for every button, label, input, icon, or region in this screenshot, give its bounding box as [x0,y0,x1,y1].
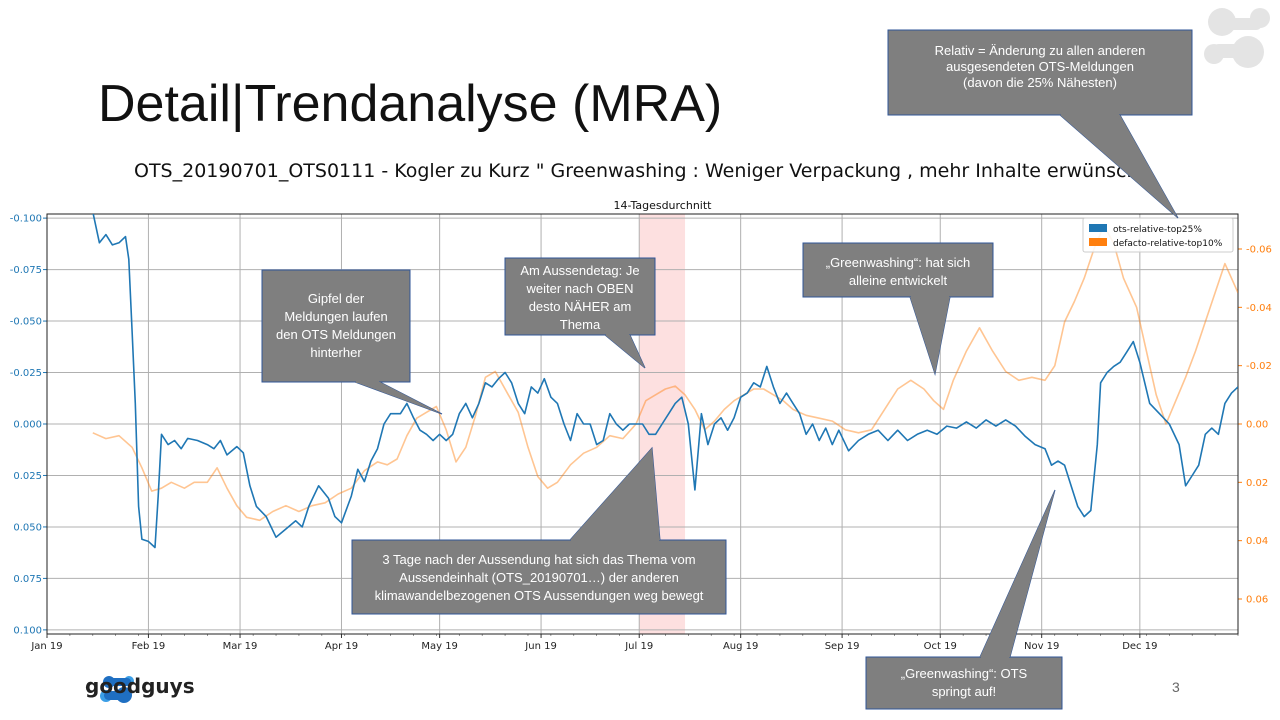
callout-line: hinterher [310,345,362,360]
callout-box [351,539,727,615]
callout-box [261,269,411,383]
callout-line: desto NÄHER am [529,299,632,314]
chart-title: OTS_20190701_OTS0111 - Kogler zu Kurz " … [0,158,1135,188]
callout-line: klimawandelbezogenen OTS Aussendungen we… [375,588,704,603]
x-tick-label: Nov 19 [1024,641,1059,652]
x-tick-label: May 19 [421,641,458,652]
page-number: 3 [1172,679,1180,695]
y-left-tick-label: -0.100 [10,214,42,225]
callout-tail-fill [980,490,1055,657]
y-right-tick-label: -0.04 [1246,303,1272,314]
y-left-tick-label: 0.075 [13,574,42,585]
callout-tail-fill [605,335,645,368]
y-left-tick-label: 0.050 [13,522,42,533]
legend-swatch [1089,238,1107,246]
callout-drei_tage: 3 Tage nach der Aussendung hat sich das … [351,446,727,615]
x-tick-label: Jan 19 [30,641,62,652]
callout-greenwashing_ots: „Greenwashing“: OTS springt auf! [865,489,1063,710]
callout-line: alleine entwickelt [849,273,948,288]
callout-box [802,242,994,298]
goodguys-logo-icon [100,676,134,703]
chart-title-text: OTS_20190701_OTS0111 - Kogler zu Kurz " … [134,160,1135,182]
x-tick-label: Sep 19 [825,641,860,652]
x-tick-label: Jul 19 [624,641,653,652]
callout-box [865,656,1063,710]
callout-line: ausgesendeten OTS-Meldungen [946,59,1134,74]
callout-tail-fill [570,448,660,540]
callout-line: Thema [560,317,601,332]
x-tick-label: Oct 19 [924,641,957,652]
callout-relativ: Relativ = Änderung zu allen anderenausge… [887,29,1193,219]
slide-title: Detail|Trendanalyse (MRA) [98,75,723,133]
y-right-tick-label: 0.04 [1246,536,1268,547]
callout-box [504,257,656,336]
y-left-tick-label: 0.000 [13,420,42,431]
callout-box [887,29,1193,116]
callout-line: „Greenwashing“: hat sich [826,255,971,270]
callout-line: den OTS Meldungen [276,327,396,342]
droplet-logo-icon [1204,8,1270,68]
y-left-tick-label: 0.100 [13,625,42,636]
callout-line: Am Aussendetag: Je [520,263,639,278]
y-left-tick-label: 0.025 [13,471,42,482]
callout-tail-fill [910,297,950,374]
x-tick-label: Apr 19 [325,641,358,652]
y-right-tick-label: 0.00 [1246,420,1268,431]
y-right-tick-label: -0.02 [1246,361,1272,372]
callout-line: Gipfel der [308,291,365,306]
callout-line: (davon die 25% Nähesten) [963,75,1117,90]
y-left-tick-label: -0.050 [10,317,42,328]
callout-line: Meldungen laufen [284,309,387,324]
legend: ots-relative-top25% defacto-relative-top1… [1082,217,1234,253]
y-left-tick-label: -0.025 [10,368,42,379]
x-tick-label: Aug 19 [723,641,758,652]
callout-greenwashing_alone: „Greenwashing“: hat sich alleine entwicke… [802,242,994,376]
y-right-tick-label: -0.06 [1246,245,1272,256]
callout-aussendetag: Am Aussendetag: Je weiter nach OBEN desto … [504,257,656,369]
y-left-tick-label: -0.075 [10,265,42,276]
callout-line: Relativ = Änderung zu allen anderen [935,43,1146,58]
callout-line: weiter nach OBEN [526,281,634,296]
callout-line: 3 Tage nach der Aussendung hat sich das … [382,552,695,567]
brand-name: goodguys [85,674,195,698]
x-tick-label: Dec 19 [1122,641,1157,652]
callout-line: „Greenwashing“: OTS [901,666,1028,681]
chart-subtitle: 14-Tagesdurchnitt [614,199,713,212]
x-tick-label: Feb 19 [132,641,166,652]
callout-line: springt auf! [932,684,996,699]
plot-frame [46,213,1239,635]
callout-line: Aussendeinhalt (OTS_20190701…) der ander… [399,570,679,585]
callout-gipfel: Gipfel der Meldungen laufen den OTS Meldun… [261,269,443,415]
callout-tail-fill [355,382,442,414]
legend-label: ots-relative-top25% [1113,225,1202,235]
y-right-tick-label: 0.06 [1246,595,1268,606]
x-tick-label: Mar 19 [223,641,258,652]
callout-tail-fill [1060,115,1178,218]
y-right-tick-label: 0.02 [1246,478,1268,489]
legend-label: defacto-relative-top10% [1113,239,1223,249]
legend-box [1082,217,1234,253]
legend-swatch [1089,224,1107,232]
x-tick-label: Jun 19 [524,641,557,652]
series-line-ots-relative-top25% [92,214,1238,549]
series-line-defacto-relative-top10% [92,224,1238,522]
